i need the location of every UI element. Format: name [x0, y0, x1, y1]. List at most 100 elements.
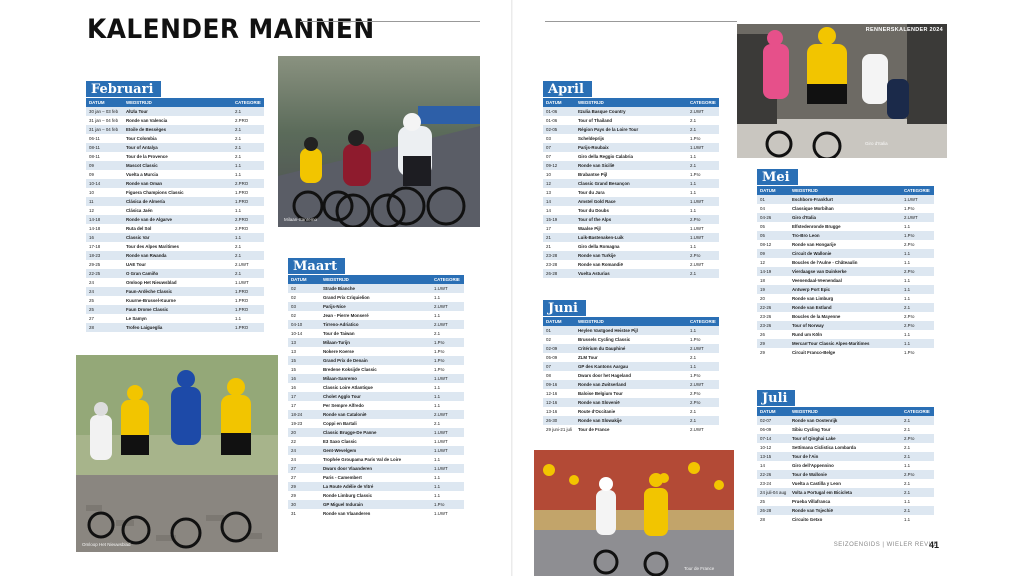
date-cell: 17-18 — [89, 244, 101, 249]
race-cell: Brabantse Pijl — [578, 172, 608, 177]
table-row: 21 Luik-Bastenaken-Luik 1.UWT — [543, 233, 719, 242]
category-cell: 1.1 — [235, 316, 242, 321]
table-row: 23-26 Boucles de la Mayenne 2.Pro — [757, 312, 934, 321]
category-cell: 2.1 — [904, 427, 911, 432]
category-cell: 2.1 — [690, 409, 697, 414]
category-cell: 2.Pro — [904, 472, 915, 477]
date-cell: 19-23 — [291, 421, 303, 426]
date-cell: 02 — [291, 286, 296, 291]
category-cell: 1.UWT — [434, 430, 448, 435]
table-row: 24 Gent-Wevelgem 1.UWT — [288, 446, 464, 455]
category-cell: 1.PRO — [235, 325, 249, 330]
table-row: 15 Bredene Koksijde Classic 1.Pro — [288, 365, 464, 374]
race-cell: Faun Drome Classic — [126, 307, 169, 312]
category-cell: 2.1 — [904, 305, 911, 310]
col-date: DATUM — [760, 188, 776, 193]
race-cell: Classic Brugge-De Panne — [323, 430, 377, 435]
race-cell: Région Pays de la Loire Tour — [578, 127, 639, 132]
race-cell: Tour of Thailand — [578, 118, 613, 123]
category-cell: 1.1 — [904, 287, 911, 292]
category-cell: 1.Pro — [434, 358, 445, 363]
col-race: WEDSTRIJD — [323, 277, 349, 282]
race-cell: Giro dell'Appennino — [792, 463, 834, 468]
category-cell: 1.UWT — [690, 145, 704, 150]
category-cell: 1.1 — [690, 181, 697, 186]
race-cell: La Route Adélie de Vitré — [323, 484, 374, 489]
table-row: 07 GP des Kantons Aargau 1.1 — [543, 362, 719, 371]
date-cell: 30 jan – 03 feb — [89, 109, 119, 114]
category-cell: 2.1 — [235, 154, 242, 159]
race-cell: Classic Grand Besançon — [578, 181, 630, 186]
date-cell: 20 — [760, 296, 765, 301]
table-row: 10-12 Settimana Ciclistica Lombarda 2.1 — [757, 443, 934, 452]
month-juni: Juni DATUM WEDSTRIJD CATEGORIE 01 Heylen … — [543, 299, 719, 434]
race-cell: Paris - Camembert — [323, 475, 362, 480]
date-cell: 17 — [546, 226, 551, 231]
table-row: 23-24 Vuelta a Castilla y Leon 2.1 — [757, 479, 934, 488]
category-cell: 1.1 — [904, 499, 911, 504]
category-cell: 1.1 — [904, 260, 911, 265]
date-cell: 14 — [546, 199, 551, 204]
date-cell: 01-06 — [546, 118, 558, 123]
category-cell: 2.PRO — [235, 217, 249, 222]
page-fold — [511, 0, 513, 576]
table-row: 11 Clásica de Almería 1.PRO — [86, 197, 264, 206]
race-cell: Brussels Cycling Classic — [578, 337, 631, 342]
race-cell: Heylen Vastgoed Heistse Pijl — [578, 328, 638, 333]
date-cell: 11 — [89, 199, 94, 204]
page-title: KALENDER MANNEN — [87, 14, 375, 45]
table-row: 23-28 Ronde van Turkije 2.Pro — [543, 251, 719, 260]
table-row: 27 Dwars door Vlaanderen 1.UWT — [288, 464, 464, 473]
date-cell: 01 — [760, 197, 765, 202]
date-cell: 01-06 — [546, 109, 558, 114]
category-cell: 1.1 — [434, 394, 441, 399]
category-cell: 2.1 — [235, 253, 242, 258]
table-row: 13-15 Tour de l'Ain 2.1 — [757, 452, 934, 461]
month-title: Mei — [757, 169, 798, 185]
table-row: 24 Omloop Het Nieuwsblad 1.UWT — [86, 278, 264, 287]
col-category: CATEGORIE — [434, 277, 460, 282]
race-cell: Ronde van Slowakije — [578, 418, 622, 423]
date-cell: 18-23 — [89, 253, 101, 258]
race-cell: Rund um Köln — [792, 332, 822, 337]
date-cell: 09 — [89, 163, 94, 168]
category-cell: 1.PRO — [235, 289, 249, 294]
date-cell: 13 — [291, 349, 296, 354]
table-row: 14-18 Ruta del Sol 2.PRO — [86, 224, 264, 233]
date-cell: 09 — [760, 251, 765, 256]
category-cell: 2.UWT — [434, 304, 448, 309]
race-cell: Amstel Gold Race — [578, 199, 616, 204]
table-row: 04 Classique Morbihan 1.Pro — [757, 204, 934, 213]
table-row: 28 Circuito Getxo 1.1 — [757, 515, 934, 524]
race-cell: Critérium du Dauphiné — [578, 346, 626, 351]
category-cell: 2.UWT — [434, 412, 448, 417]
date-cell: 23-28 — [546, 253, 558, 258]
date-cell: 15-19 — [546, 217, 558, 222]
date-cell: 21 — [546, 244, 551, 249]
race-cell: Vuelta a Castilla y Leon — [792, 481, 841, 486]
race-cell: Ronde Limburg Classic — [323, 493, 373, 498]
category-cell: 2.Pro — [904, 242, 915, 247]
date-cell: 29 — [291, 493, 296, 498]
category-cell: 2.Pro — [904, 314, 915, 319]
page-number: 41 — [929, 540, 940, 550]
race-cell: Vuelta Asturias — [578, 271, 610, 276]
table-row: 04-10 Tirreno-Adriatico 2.UWT — [288, 320, 464, 329]
date-cell: 26-30 — [546, 418, 558, 423]
category-cell: 1.1 — [434, 493, 441, 498]
race-cell: Bredene Koksijde Classic — [323, 367, 377, 372]
category-cell: 2.UWT — [690, 109, 704, 114]
race-cell: Circuito Getxo — [792, 517, 823, 522]
table-row: 02 Brussels Cycling Classic 1.Pro — [543, 335, 719, 344]
date-cell: 22 — [291, 439, 296, 444]
date-cell: 18 — [760, 278, 765, 283]
category-cell: 1.PRO — [235, 199, 249, 204]
race-cell: Gent-Wevelgem — [323, 448, 357, 453]
table-row: 02-05 Région Pays de la Loire Tour 2.1 — [543, 125, 719, 134]
date-cell: 05 — [760, 224, 765, 229]
race-cell: Tour of Antalya — [126, 145, 158, 150]
table-row: 24 Faun-Ardèche Classic 1.PRO — [86, 287, 264, 296]
category-cell: 2.1 — [690, 271, 697, 276]
top-rule-left — [300, 21, 480, 22]
month-juli: Juli DATUM WEDSTRIJD CATEGORIE 02-07 Rond… — [757, 389, 934, 524]
